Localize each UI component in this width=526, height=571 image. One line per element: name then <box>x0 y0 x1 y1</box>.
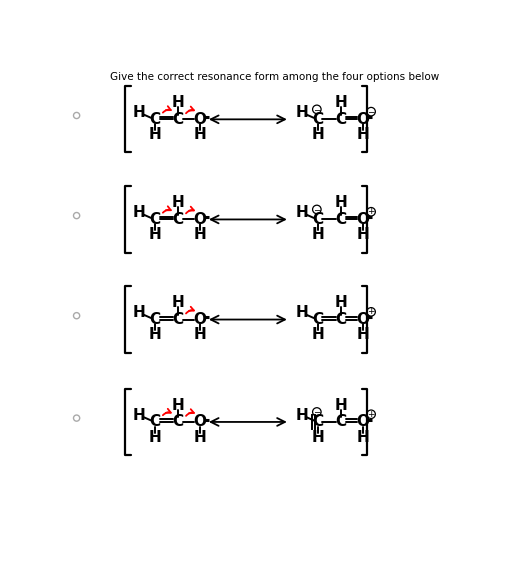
Text: +: + <box>367 410 375 419</box>
Text: H: H <box>311 127 324 142</box>
Text: +: + <box>367 207 375 216</box>
Text: H: H <box>356 327 369 343</box>
Text: C: C <box>149 312 160 327</box>
Text: H: H <box>172 195 185 210</box>
Text: O: O <box>356 212 369 227</box>
Text: H: H <box>194 327 206 343</box>
Text: O: O <box>194 212 206 227</box>
Text: H: H <box>172 95 185 110</box>
Text: H: H <box>296 105 309 120</box>
Text: C: C <box>312 212 323 227</box>
Text: O: O <box>194 112 206 127</box>
Text: C: C <box>312 312 323 327</box>
Text: C: C <box>335 312 347 327</box>
Text: H: H <box>194 227 206 242</box>
Text: H: H <box>296 408 309 423</box>
Text: C: C <box>149 212 160 227</box>
Text: O: O <box>356 112 369 127</box>
Text: H: H <box>311 327 324 343</box>
Text: H: H <box>296 305 309 320</box>
Text: H: H <box>172 397 185 412</box>
Text: H: H <box>356 127 369 142</box>
Text: H: H <box>133 408 146 423</box>
Text: H: H <box>335 397 347 412</box>
Text: H: H <box>311 430 324 445</box>
Text: O: O <box>194 415 206 429</box>
Text: H: H <box>356 227 369 242</box>
Text: C: C <box>173 112 184 127</box>
Text: H: H <box>296 205 309 220</box>
Text: C: C <box>173 415 184 429</box>
Text: H: H <box>356 430 369 445</box>
Text: H: H <box>133 305 146 320</box>
Text: C: C <box>335 415 347 429</box>
Text: C: C <box>312 415 323 429</box>
Text: −: − <box>313 408 321 416</box>
Text: O: O <box>194 312 206 327</box>
Text: Give the correct resonance form among the four options below: Give the correct resonance form among th… <box>110 73 440 82</box>
Text: H: H <box>335 95 347 110</box>
Text: H: H <box>148 127 161 142</box>
Text: C: C <box>149 112 160 127</box>
Text: O: O <box>356 312 369 327</box>
Text: O: O <box>356 415 369 429</box>
Text: C: C <box>312 112 323 127</box>
Text: C: C <box>335 112 347 127</box>
Text: H: H <box>148 430 161 445</box>
Text: H: H <box>133 105 146 120</box>
Text: −: − <box>367 107 375 116</box>
Text: −: − <box>313 105 321 114</box>
Text: H: H <box>148 327 161 343</box>
Text: H: H <box>335 295 347 310</box>
Text: C: C <box>335 212 347 227</box>
Text: C: C <box>173 312 184 327</box>
Text: H: H <box>133 205 146 220</box>
Text: +: + <box>367 307 375 316</box>
Text: H: H <box>172 295 185 310</box>
Text: H: H <box>335 195 347 210</box>
Text: C: C <box>149 415 160 429</box>
Text: −: − <box>313 205 321 214</box>
Text: C: C <box>173 212 184 227</box>
Text: H: H <box>194 127 206 142</box>
Text: H: H <box>148 227 161 242</box>
Text: H: H <box>194 430 206 445</box>
Text: H: H <box>311 227 324 242</box>
